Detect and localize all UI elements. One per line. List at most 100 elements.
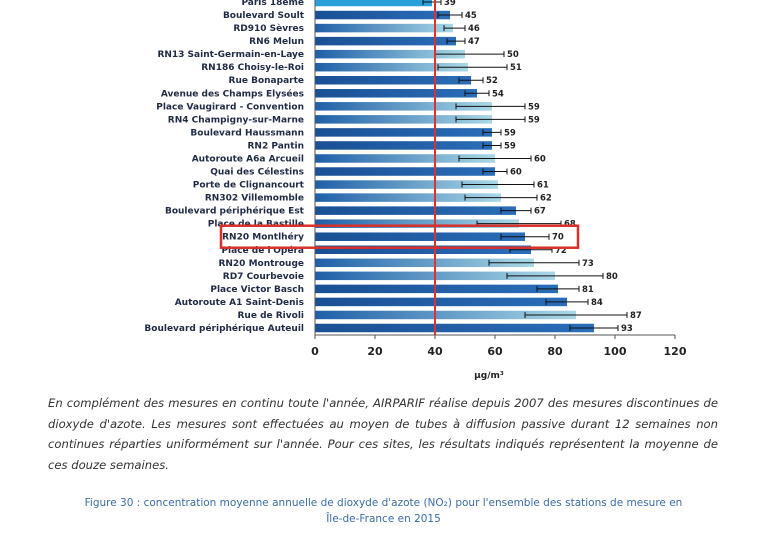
bar <box>315 232 525 241</box>
bar <box>315 115 492 124</box>
value-label: 61 <box>537 181 549 191</box>
bar <box>315 102 492 111</box>
category-label: Autoroute A1 Saint-Denis <box>175 298 304 308</box>
error-bar <box>458 77 484 84</box>
bar <box>315 193 501 202</box>
error-bar <box>482 142 502 149</box>
error-bar <box>500 207 532 214</box>
bar <box>315 323 594 333</box>
value-label: 62 <box>540 194 552 204</box>
value-label: 84 <box>591 298 603 308</box>
error-bar <box>545 298 589 305</box>
bar <box>315 23 453 33</box>
description-paragraph: En complément des mesures en continu tou… <box>48 396 718 472</box>
value-label: 39 <box>444 0 456 8</box>
category-label: RN302 Villemomble <box>205 194 304 204</box>
error-bar <box>482 129 502 136</box>
figure-caption: Figure 30 : concentration moyenne annuel… <box>40 495 727 527</box>
bar <box>315 36 456 46</box>
category-label: Boulevard périphérique Auteuil <box>144 323 304 334</box>
category-label: RN13 Saint-Germain-en-Laye <box>157 50 304 60</box>
value-label: 72 <box>555 246 567 256</box>
error-bar <box>422 0 442 5</box>
error-bar <box>506 272 604 279</box>
value-label: 54 <box>492 89 504 99</box>
bar <box>315 167 495 176</box>
category-label: Boulevard Soult <box>223 11 305 21</box>
no2-bar-chart: 39 Paris 18eme 45 Boulevard Soult 46 RD910 Sè… <box>144 0 687 381</box>
bar <box>315 89 477 98</box>
bar <box>315 49 465 59</box>
bar <box>315 219 519 228</box>
category-label: RN20 Montlhéry <box>222 232 304 243</box>
error-bar <box>443 25 466 32</box>
value-label: 59 <box>528 115 540 125</box>
category-label: Boulevard périphérique Est <box>165 206 305 217</box>
value-label: 70 <box>552 233 564 243</box>
error-bar <box>488 259 580 266</box>
value-label: 60 <box>534 154 546 164</box>
error-bar <box>446 38 466 45</box>
value-label: 51 <box>510 63 522 73</box>
error-bar <box>482 168 508 175</box>
bar <box>315 297 567 307</box>
bars-layer <box>315 0 628 333</box>
x-tick-label: 60 <box>487 345 503 358</box>
category-label: RN4 Champigny-sur-Marne <box>168 115 304 125</box>
x-tick-label: 0 <box>311 345 319 358</box>
category-label: Place de l'Opéra <box>221 245 304 256</box>
error-bar <box>569 325 619 331</box>
bar <box>315 284 558 294</box>
category-label: Autoroute A6a Arcueil <box>192 154 304 164</box>
bar <box>315 310 576 320</box>
error-bar <box>458 155 532 162</box>
value-label: 45 <box>465 11 477 21</box>
value-label: 87 <box>630 311 642 321</box>
value-label: 59 <box>504 128 516 138</box>
bar <box>315 245 531 255</box>
value-label: 81 <box>582 285 594 295</box>
x-tick-label: 80 <box>547 345 563 358</box>
x-axis: 0 20 40 60 80 100 120 µg/m³ <box>311 0 687 381</box>
category-label: Place Vaugirard - Convention <box>156 102 304 112</box>
value-label: 46 <box>468 24 480 34</box>
error-bar <box>536 285 580 292</box>
value-label: 47 <box>468 37 480 47</box>
caption-line-2: Île-de-France en 2015 <box>326 513 441 525</box>
caption-line-1: Figure 30 : concentration moyenne annuel… <box>84 497 683 509</box>
bar <box>315 10 450 20</box>
category-label: Quai des Célestins <box>210 167 304 178</box>
error-bar <box>455 116 526 123</box>
bar <box>315 62 468 72</box>
error-bar <box>455 103 526 110</box>
category-label: Rue Bonaparte <box>229 76 304 86</box>
bar <box>315 258 534 268</box>
category-label: Place Victor Basch <box>210 285 304 295</box>
bar <box>315 75 471 85</box>
x-axis-unit: µg/m³ <box>474 371 504 381</box>
highlight-box <box>219 224 580 249</box>
bar <box>315 128 492 137</box>
error-bar <box>524 311 628 318</box>
x-tick-label: 100 <box>604 345 627 358</box>
value-label: 59 <box>528 102 540 112</box>
value-label: 67 <box>534 207 546 217</box>
value-label: 93 <box>621 324 633 334</box>
category-label: Boulevard Haussmann <box>190 128 304 138</box>
error-bar <box>437 12 463 19</box>
x-tick-label: 40 <box>427 345 443 358</box>
category-label: Rue de Rivoli <box>238 311 305 321</box>
value-label: 60 <box>510 168 522 178</box>
value-label: 80 <box>606 272 618 282</box>
error-bar <box>461 181 535 188</box>
category-label: RD910 Sèvres <box>233 23 304 34</box>
category-label: RN2 Pantin <box>248 141 305 151</box>
bar <box>315 0 432 7</box>
error-bar <box>437 64 508 71</box>
value-label: 73 <box>582 259 594 269</box>
x-tick-label: 20 <box>367 345 383 358</box>
category-label: RN6 Melun <box>249 37 304 47</box>
category-label: RN20 Montrouge <box>218 259 304 269</box>
bar <box>315 154 495 163</box>
value-label: 50 <box>507 50 519 60</box>
